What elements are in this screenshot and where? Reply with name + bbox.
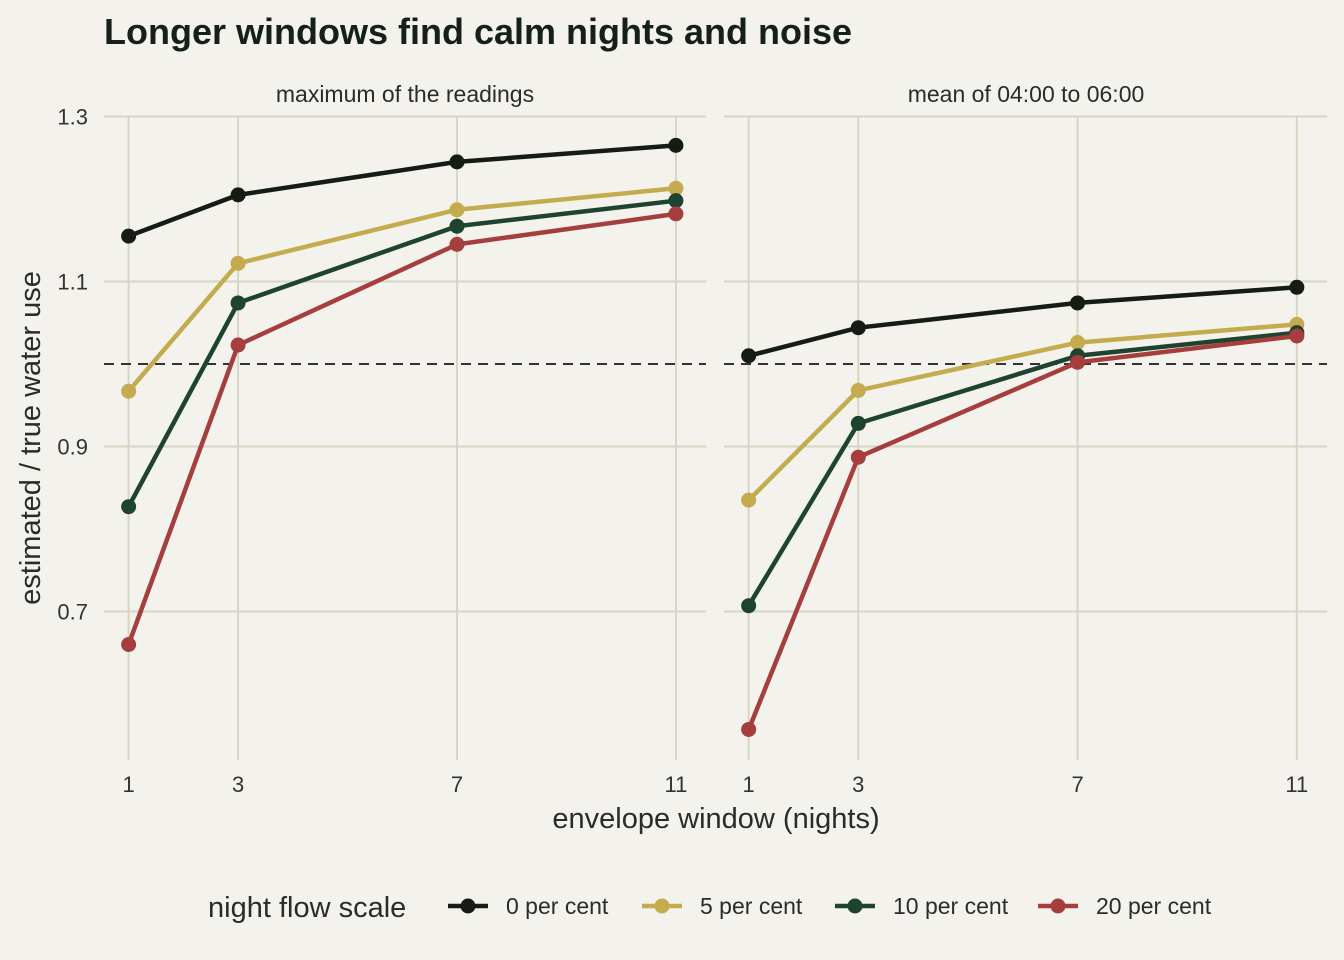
x-tick-label: 11 <box>1285 772 1308 797</box>
x-tick-label: 1 <box>743 772 755 797</box>
data-point <box>121 637 137 652</box>
data-point <box>741 721 757 737</box>
data-point <box>449 154 465 170</box>
data-point <box>1070 335 1086 351</box>
legend-key-point <box>654 898 670 914</box>
series-line <box>748 285 1297 358</box>
legend-key-point <box>847 898 863 914</box>
y-tick-label: 0.9 <box>57 435 88 460</box>
panel-mean: mean of 04:00 to 06:00 1 3 7 11 <box>724 81 1327 797</box>
y-tick-label: 0.7 <box>57 600 88 625</box>
data-point <box>668 137 684 153</box>
data-point <box>741 348 757 364</box>
x-tick-label: 3 <box>852 772 864 797</box>
data-point <box>230 187 246 203</box>
series-line <box>747 322 1297 502</box>
legend-key-point <box>460 898 476 914</box>
x-tick-label: 7 <box>451 772 463 797</box>
x-tick-label: 3 <box>232 772 244 797</box>
legend-title: night flow scale <box>208 892 406 924</box>
data-point <box>449 236 465 252</box>
data-point <box>668 180 684 196</box>
series-line <box>126 186 677 393</box>
series-line <box>126 211 677 646</box>
data-point <box>1070 295 1086 311</box>
x-tick-label: 1 <box>123 772 135 797</box>
panel-title-mean: mean of 04:00 to 06:00 <box>908 81 1145 107</box>
legend-label: 5 per cent <box>700 893 803 919</box>
series-line <box>126 198 677 508</box>
data-point <box>449 218 465 234</box>
data-point <box>1289 328 1305 344</box>
y-tick-label: 1.1 <box>57 270 88 295</box>
series-line <box>746 330 1298 607</box>
x-tick-label: 11 <box>664 772 687 797</box>
data-point <box>668 193 684 209</box>
data-point <box>741 598 757 614</box>
data-point <box>850 415 866 431</box>
data-point <box>1289 279 1305 295</box>
legend-label: 20 per cent <box>1096 893 1212 919</box>
panel-maximum: maximum of the readings 0.70.91.11.31 3 7 1… <box>57 81 706 797</box>
chart-title: Longer windows find calm nights and nois… <box>104 11 852 52</box>
data-point <box>850 382 866 398</box>
data-point <box>121 228 137 244</box>
x-axis-title: envelope window (nights) <box>552 803 879 835</box>
data-point <box>230 295 246 311</box>
series-line <box>127 143 677 239</box>
data-point <box>121 383 137 399</box>
data-point <box>850 449 866 465</box>
data-point <box>121 499 137 515</box>
panel-title-maximum: maximum of the readings <box>276 81 534 107</box>
data-point <box>668 206 684 222</box>
data-point <box>741 492 757 508</box>
y-axis-title: estimated / true water use <box>15 271 47 605</box>
y-tick-label: 1.3 <box>57 105 88 130</box>
data-point <box>230 255 246 271</box>
series-line <box>746 333 1298 731</box>
legend-key-point <box>1050 898 1066 914</box>
data-point <box>1070 354 1086 370</box>
data-point <box>449 202 465 218</box>
x-tick-label: 7 <box>1071 772 1083 797</box>
legend-label: 10 per cent <box>893 893 1009 919</box>
legend: night flow scale 0 per cent 5 per cent 10 … <box>208 892 1212 924</box>
data-point <box>230 337 246 353</box>
legend-label: 0 per cent <box>506 893 609 919</box>
data-point <box>850 320 866 336</box>
